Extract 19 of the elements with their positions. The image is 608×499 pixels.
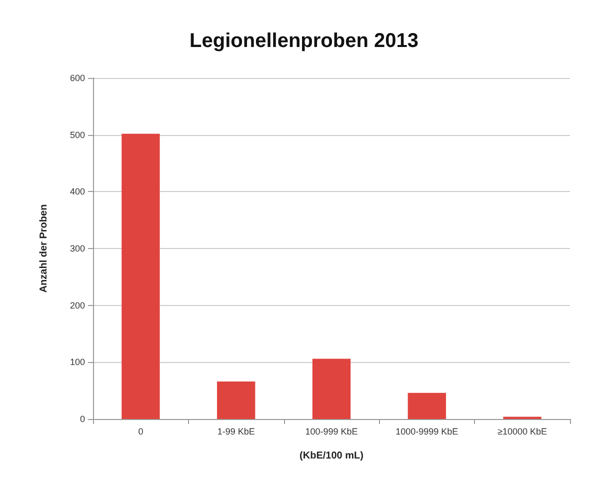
bar [122, 134, 160, 419]
bar [408, 392, 446, 419]
y-tick-label: 200 [70, 300, 85, 310]
x-tick-label: 0 [138, 426, 144, 436]
x-tick-label: ≥10000 KbE [498, 426, 548, 436]
x-axis-title: (KbE/100 mL) [300, 450, 364, 462]
bar [217, 381, 256, 419]
x-tick-label: 1000-9999 KbE [396, 426, 458, 436]
y-tick-label: 0 [80, 414, 85, 424]
y-tick-label: 500 [70, 130, 85, 140]
y-tick-label: 400 [70, 186, 85, 197]
y-tick-label: 100 [70, 357, 85, 368]
x-tick-label: 100-999 KbE [305, 426, 358, 436]
y-tick-label: 600 [70, 73, 85, 83]
x-tick-label: 1-99 KbE [217, 426, 255, 436]
y-axis-title: Anzahl der Proben [38, 204, 50, 293]
y-tick-label: 300 [70, 244, 85, 254]
chart-title: Legionellenproben 2013 [190, 30, 418, 52]
bar [312, 358, 351, 419]
